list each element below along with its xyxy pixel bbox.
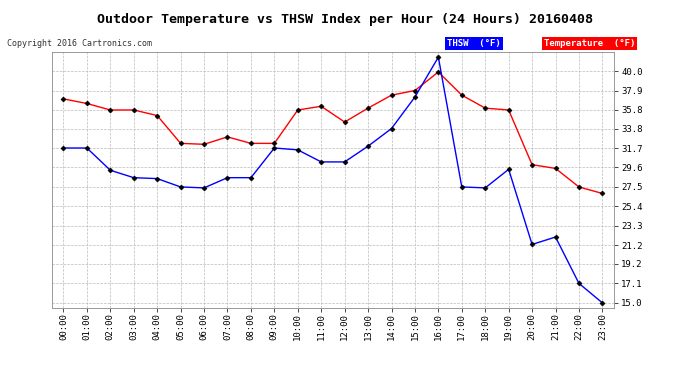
Text: Temperature  (°F): Temperature (°F) <box>544 39 635 48</box>
Text: Copyright 2016 Cartronics.com: Copyright 2016 Cartronics.com <box>7 39 152 48</box>
Text: THSW  (°F): THSW (°F) <box>447 39 501 48</box>
Text: Outdoor Temperature vs THSW Index per Hour (24 Hours) 20160408: Outdoor Temperature vs THSW Index per Ho… <box>97 13 593 26</box>
